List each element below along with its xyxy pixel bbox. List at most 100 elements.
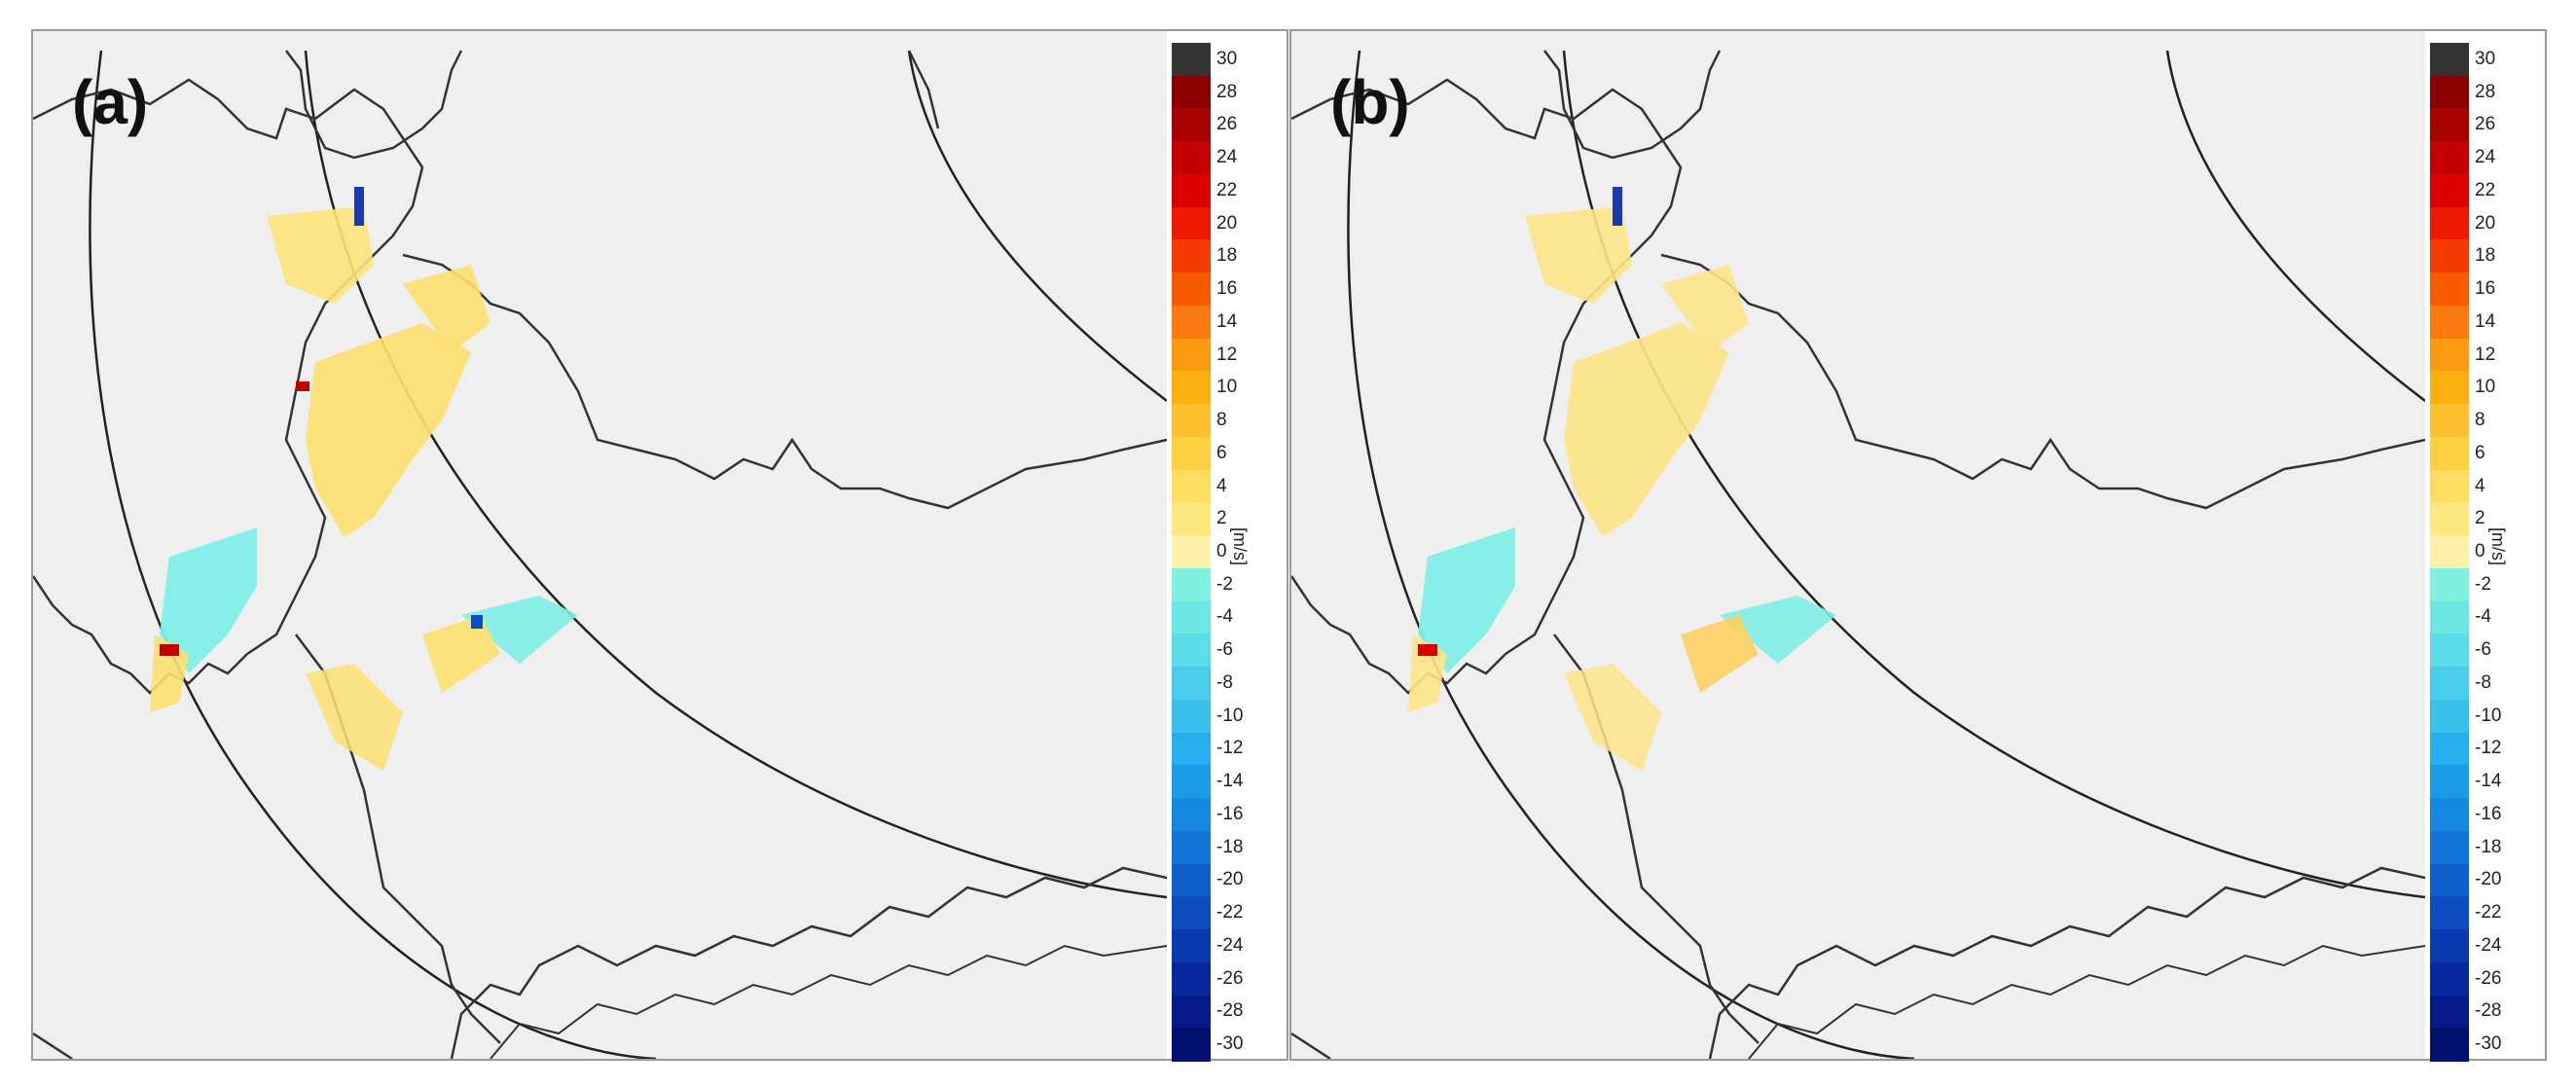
colorbar-tick-label: -20	[1216, 869, 1244, 890]
border-line	[33, 1032, 73, 1059]
colorbar-tick-label: 22	[2475, 179, 2496, 200]
colorbar-tick-label: 0	[1216, 541, 1227, 562]
echo-region	[160, 527, 257, 673]
colorbar-tick-label: 18	[2475, 245, 2496, 267]
colorbar-swatch	[1172, 567, 1211, 602]
colorbar-swatch	[2430, 929, 2469, 963]
colorbar-tick-label: 30	[2475, 48, 2496, 69]
echo-region	[306, 664, 403, 771]
colorbar-tick-label: 28	[2475, 81, 2496, 102]
colorbar-swatch	[2430, 173, 2469, 208]
border-line	[1543, 50, 1722, 160]
echo-region	[422, 615, 500, 693]
echo-region	[1564, 323, 1729, 537]
colorbar-tick-label: -4	[2475, 606, 2491, 628]
range-ring	[89, 50, 657, 1059]
range-ring	[1347, 50, 1915, 1059]
colorbar-tick-label: -26	[2475, 967, 2502, 989]
colorbar-tick-label: -10	[2475, 705, 2502, 726]
colorbar-swatch	[1172, 305, 1211, 340]
colorbar-swatch	[2430, 567, 2469, 602]
colorbar-swatch	[1172, 338, 1211, 372]
panel-label: (a)	[72, 67, 149, 137]
colorbar-unit: [m/s]	[2488, 527, 2508, 565]
colorbar-tick-label: 16	[2475, 278, 2496, 300]
radar-map-a: (a)	[33, 31, 1167, 1059]
echo-region	[1720, 596, 1836, 664]
colorbar-ticks: 30 28 26 24 22 20 18 16 14 12 10 8 6 4 2 0 -2 -4 -6 -8 -10 -1…	[2475, 43, 2533, 1061]
colorbar-ticks: 30 28 26 24 22 20 18 16 14 12 10 8 6 4 2 0 -2 -4 -6 -8 -10 -1…	[1216, 43, 1275, 1061]
colorbar-swatch	[2430, 404, 2469, 438]
border-line	[1660, 253, 2425, 510]
colorbar-tick-label: 10	[2475, 377, 2496, 398]
colorbar-tick-label: 4	[1216, 475, 1227, 496]
colorbar	[1172, 43, 1211, 1062]
colorbar-tick-label: 30	[1216, 48, 1238, 69]
colorbar-swatch	[1172, 765, 1211, 799]
echo-strip	[1613, 187, 1622, 226]
colorbar-swatch	[1172, 995, 1211, 1029]
colorbar-swatch	[2430, 469, 2469, 503]
border-line	[907, 50, 940, 129]
colorbar-tick-label: -18	[2475, 836, 2502, 857]
colorbar-swatch	[2430, 863, 2469, 897]
colorbar-tick-label: -8	[1216, 671, 1233, 693]
colorbar-swatch	[1172, 961, 1211, 996]
colorbar-swatch	[2430, 436, 2469, 471]
colorbar-swatch	[2430, 338, 2469, 372]
colorbar-swatch	[1172, 634, 1211, 668]
panel-b: (b) 30 28 26 24 22 20 18 16 14 12 10 8 6 4 2 0 -2 -4 -6 -8-…	[1289, 29, 2547, 1062]
range-ring	[304, 50, 1167, 899]
colorbar-tick-label: -22	[2475, 902, 2502, 924]
colorbar-swatch	[1172, 732, 1211, 766]
colorbar-tick-label: 12	[1216, 344, 1238, 365]
colorbar-tick-label: 24	[1216, 147, 1238, 168]
colorbar-tick-label: -30	[1216, 1033, 1244, 1055]
colorbar-tick-label: -18	[1216, 836, 1244, 857]
colorbar-tick-label: -28	[2475, 1000, 2502, 1022]
colorbar-tick-label: -16	[2475, 803, 2502, 824]
colorbar-tick-label: 14	[2475, 310, 2496, 332]
colorbar-swatch	[2430, 961, 2469, 996]
colorbar-tick-label: 28	[1216, 81, 1238, 102]
border-line	[402, 253, 1167, 510]
colorbar-swatch	[1172, 830, 1211, 865]
colorbar-swatch	[2430, 732, 2469, 766]
border-line	[1291, 78, 1683, 656]
colorbar-swatch	[1172, 600, 1211, 634]
map-svg-a	[33, 50, 1167, 1059]
range-ring	[1562, 50, 2425, 899]
colorbar-tick-label: -6	[1216, 639, 1233, 661]
echo-region	[461, 596, 578, 664]
panel-a: (a) 30 28 26 24 22 20 18 16 14 12 10 8 6 4 2 0 -2 -4 -6 -8-…	[31, 29, 1288, 1062]
colorbar-swatch	[2430, 108, 2469, 142]
colorbar-swatch	[1172, 404, 1211, 438]
colorbar-tick-label: 12	[2475, 344, 2496, 365]
echo-region	[403, 265, 490, 352]
echo-region	[1681, 615, 1759, 693]
colorbar-tick-label: -10	[1216, 705, 1244, 726]
colorbar-tick-label: -4	[1216, 606, 1233, 628]
colorbar-swatch	[2430, 305, 2469, 340]
colorbar-swatch	[1172, 108, 1211, 142]
colorbar-swatch	[1172, 798, 1211, 832]
colorbar-tick-label: 0	[2475, 541, 2485, 562]
border-line	[33, 78, 424, 656]
colorbar	[2430, 43, 2469, 1062]
colorbar-tick-label: -20	[2475, 869, 2502, 890]
colorbar-swatch	[2430, 239, 2469, 273]
colorbar-swatch	[2430, 667, 2469, 701]
colorbar-swatch	[2430, 896, 2469, 930]
colorbar-swatch	[1172, 239, 1211, 273]
echo-strip	[1418, 644, 1437, 656]
colorbar-tick-label: 16	[1216, 278, 1238, 300]
colorbar-swatch	[2430, 1028, 2469, 1062]
colorbar-tick-label: -24	[1216, 934, 1244, 956]
colorbar-tick-label: -2	[1216, 573, 1233, 595]
colorbar-tick-label: -12	[2475, 738, 2502, 759]
colorbar-tick-label: 2	[1216, 508, 1227, 529]
colorbar-tick-label: 14	[1216, 310, 1238, 332]
colorbar-tick-label: 20	[1216, 212, 1238, 234]
colorbar-tick-label: 4	[2475, 475, 2485, 496]
